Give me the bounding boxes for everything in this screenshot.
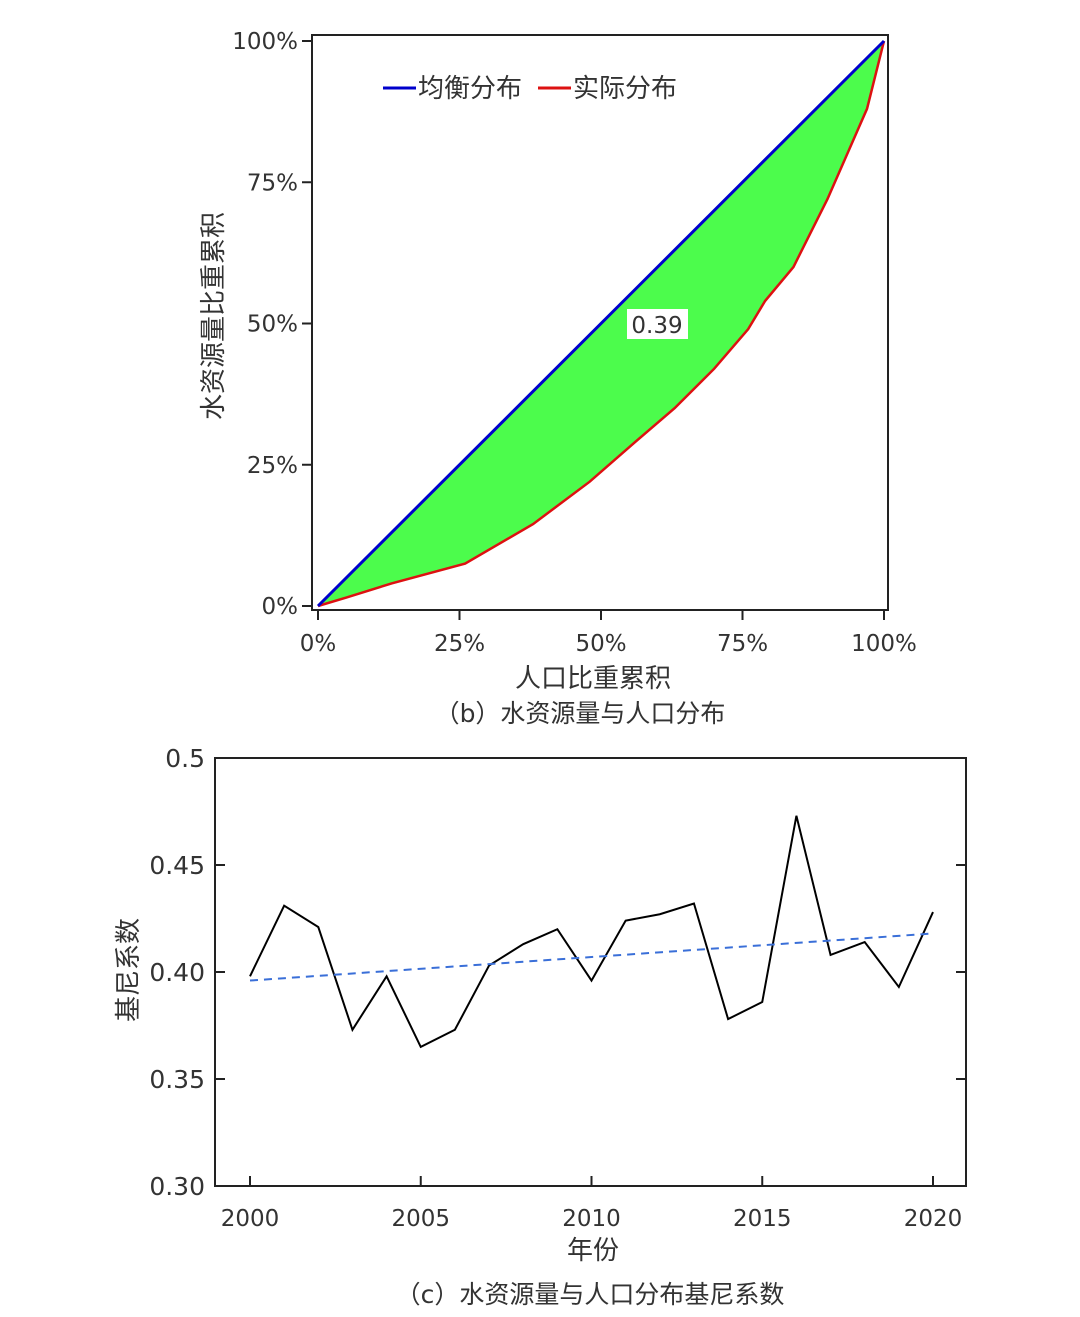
y-tick-label-c: 0.40 xyxy=(149,958,205,987)
x-tick-label-c: 2000 xyxy=(221,1206,280,1232)
x-tick-label-c: 2015 xyxy=(733,1206,792,1232)
trend-line xyxy=(249,932,934,982)
plot-c-frame xyxy=(214,757,967,1187)
y-tick-label-b: 100% xyxy=(232,29,298,55)
x-tick-label-b: 75% xyxy=(717,631,768,657)
x-tick-label-c: 2020 xyxy=(904,1206,963,1232)
y-tick-label-b: 50% xyxy=(247,312,298,338)
caption-b: （b）水资源量与人口分布 xyxy=(435,699,726,728)
y-tick-label-c: 0.5 xyxy=(165,744,205,773)
legend-label-actual: 实际分布 xyxy=(573,74,677,104)
y-axis-title-c: 基尼系数 xyxy=(114,918,144,1022)
x-tick-label-c: 2010 xyxy=(562,1206,621,1232)
legend-label-equal: 均衡分布 xyxy=(418,74,522,104)
x-tick-label-c: 2005 xyxy=(391,1206,450,1232)
gini-series-line xyxy=(249,815,934,1049)
y-axis-title-b: 水资源量比重累积 xyxy=(199,212,229,420)
actual-distribution-line xyxy=(317,40,886,608)
gini-trend-chart: 2000 2005 2010 2015 20200.300.350.400.450.5 … xyxy=(114,744,967,1309)
y-tick-label-b: 75% xyxy=(247,170,298,196)
annotation-box xyxy=(627,309,688,339)
x-axis-title-c: 年份 xyxy=(567,1236,619,1266)
y-tick-label-c: 0.30 xyxy=(149,1172,205,1201)
gini-annotation: 0.39 xyxy=(631,313,682,339)
x-tick-label-b: 50% xyxy=(575,631,626,657)
y-tick-label-b: 25% xyxy=(247,453,298,479)
y-tick-label-c: 0.35 xyxy=(149,1065,205,1094)
x-tick-label-b: 0% xyxy=(300,631,337,657)
y-tick-label-c: 0.45 xyxy=(149,851,205,880)
x-tick-label-b: 100% xyxy=(851,631,917,657)
caption-c: （c）水资源量与人口分布基尼系数 xyxy=(396,1280,785,1309)
equal-distribution-line xyxy=(316,39,886,608)
lorenz-chart: 0% 25% 50% 75% 100% 0% 25% 50% 75% 100% 0.39 均衡分布… xyxy=(199,29,917,728)
x-axis-title-b: 人口比重累积 xyxy=(515,664,671,694)
y-tick-label-b: 0% xyxy=(262,594,299,620)
x-tick-label-b: 25% xyxy=(434,631,485,657)
